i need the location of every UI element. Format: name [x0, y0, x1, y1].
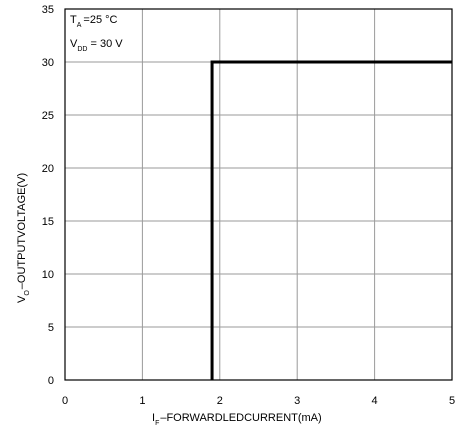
x-axis-label: IF–FORWARDLEDCURRENT(mA)	[152, 412, 322, 427]
annotation-temperature-symbol: T	[70, 14, 77, 26]
x-tick-label-4: 4	[372, 395, 378, 407]
y-tick-label-0: 0	[48, 375, 54, 387]
x-tick-label-1: 1	[139, 395, 145, 407]
y-tick-label-3: 15	[42, 216, 54, 228]
y-tick-label-6: 30	[42, 57, 54, 69]
annotation-temperature-subscript: A	[77, 22, 82, 29]
y-tick-label-5: 25	[42, 110, 54, 122]
grid-lines	[65, 9, 452, 380]
annotation-supply-voltage-subscript: DD	[77, 46, 87, 53]
y-axis-label: VO–OUTPUTVOLTAGE(V)	[16, 173, 31, 303]
annotation-temperature-value: =25 °C	[83, 14, 117, 26]
annotation-supply-voltage-value: = 30 V	[90, 38, 123, 50]
series-layer	[210, 60, 452, 380]
annotation-supply-voltage: VDD = 30 V	[70, 38, 123, 53]
annotation-temperature: TA =25 °C	[70, 14, 118, 29]
y-tick-label-7: 35	[42, 4, 54, 16]
x-tick-label-2: 2	[217, 395, 223, 407]
y-tick-label-4: 20	[42, 163, 54, 175]
x-tick-label-0: 0	[62, 395, 68, 407]
x-axis-label-text: –FORWARDLEDCURRENT(mA)	[160, 412, 321, 424]
x-tick-label-3: 3	[294, 395, 300, 407]
y-tick-label-2: 10	[42, 269, 54, 281]
annotation-supply-voltage-symbol: V	[70, 38, 78, 50]
x-tick-labels: 0 1 2 3 4 5	[62, 395, 455, 407]
y-tick-label-1: 5	[48, 322, 54, 334]
y-axis-label-subscript: O	[24, 290, 31, 296]
x-tick-label-5: 5	[449, 395, 455, 407]
plot-frame	[64, 8, 453, 381]
y-axis-label-text: –OUTPUTVOLTAGE(V)	[16, 173, 28, 289]
y-tick-labels: 0 5 10 15 20 25 30 35	[42, 4, 54, 387]
series-line-0	[210, 60, 452, 380]
x-axis-label-subscript: F	[155, 420, 159, 427]
x-axis-label-symbol: I	[152, 412, 155, 424]
y-axis-label-symbol: V	[16, 295, 28, 303]
